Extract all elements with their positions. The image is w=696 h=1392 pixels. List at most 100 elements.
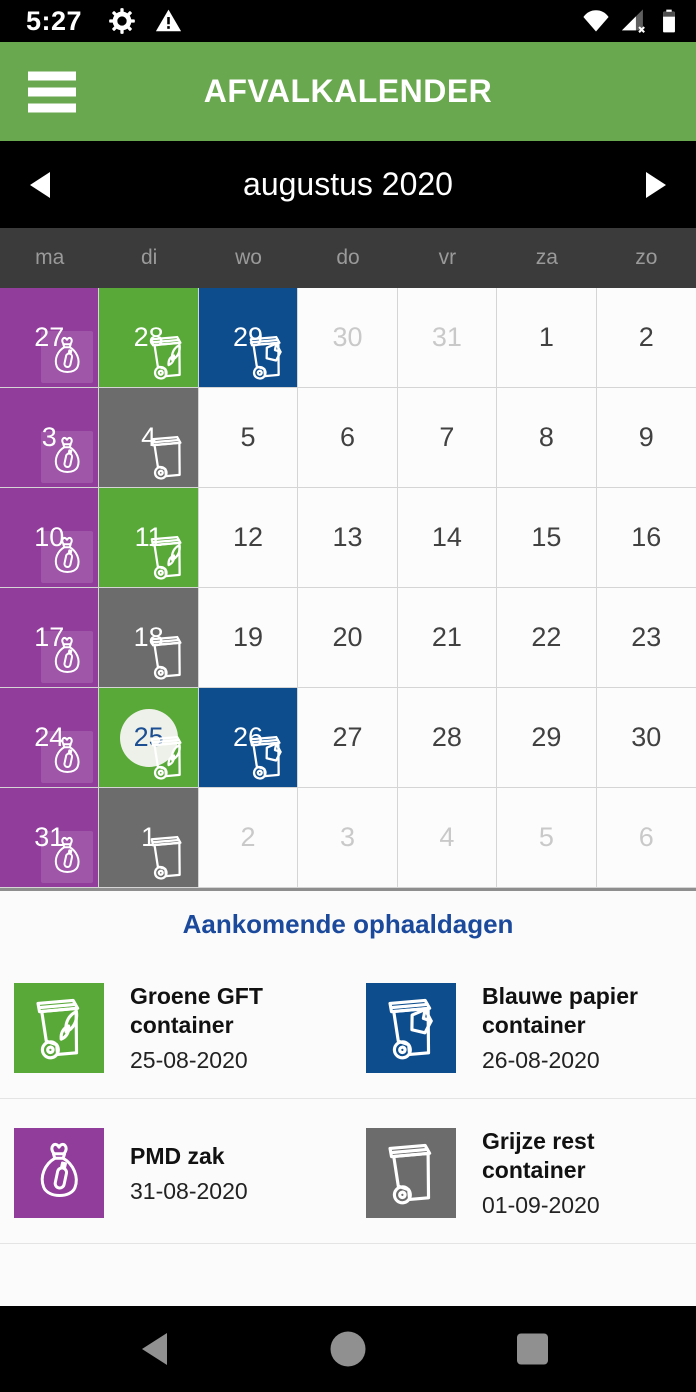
calendar-day-4[interactable]: 4 (397, 788, 498, 888)
calendar-day-20[interactable]: 20 (298, 588, 398, 688)
calendar-day-7[interactable]: 7 (397, 388, 498, 488)
day-number: 7 (439, 422, 455, 452)
day-number: 19 (233, 622, 264, 652)
divider (0, 1098, 696, 1099)
upcoming-item-date: 31-08-2020 (130, 1177, 248, 1204)
day-number: 31 (34, 822, 65, 852)
settings-icon (109, 8, 135, 34)
day-number: 25 (133, 722, 164, 752)
upcoming-item-date: 01-09-2020 (482, 1192, 600, 1218)
day-number: 31 (431, 322, 462, 352)
previous-month-arrow[interactable] (30, 171, 50, 198)
calendar-day-26[interactable]: 26 (198, 688, 299, 788)
weekday-za: za (535, 246, 558, 269)
calendar-day-21[interactable]: 21 (397, 588, 498, 688)
calendar-day-3[interactable]: 3 (0, 388, 100, 488)
calendar-day-22[interactable]: 22 (497, 588, 597, 688)
calendar-day-28[interactable]: 28 (397, 688, 498, 788)
upcoming-section: Aankomende ophaaldagen Groene GFT contai… (0, 891, 696, 1272)
day-number: 17 (34, 622, 65, 652)
calendar-day-15[interactable]: 15 (497, 488, 597, 588)
next-month-arrow[interactable] (646, 171, 666, 198)
calendar-day-9[interactable]: 9 (596, 388, 696, 488)
papier-container-icon (240, 731, 292, 783)
calendar-day-30[interactable]: 30 (298, 288, 398, 388)
calendar-day-25[interactable]: 25 (99, 688, 199, 788)
calendar-day-10[interactable]: 10 (0, 488, 100, 588)
upcoming-item-name: Blauwe papier container (482, 983, 638, 1038)
day-number: 12 (233, 522, 264, 552)
calendar-grid: 27 28 29 30 31 1 2 3 4 5 6 7 8 9 10 11 12 13 14 15 16 17 18 19 2… (0, 288, 696, 891)
upcoming-item-papier: Blauwe papier container 26-08-2020 (350, 982, 696, 1074)
calendar-day-11[interactable]: 11 (99, 488, 199, 588)
calendar-day-4[interactable]: 4 (99, 388, 199, 488)
upcoming-item-text: Groene GFT container 25-08-2020 (130, 982, 263, 1074)
calendar-day-13[interactable]: 13 (298, 488, 398, 588)
pmd-bag-icon (41, 531, 94, 583)
day-number: 4 (439, 822, 455, 852)
upcoming-item-text: Blauwe papier container 26-08-2020 (482, 982, 638, 1074)
calendar-day-12[interactable]: 12 (198, 488, 299, 588)
day-number: 30 (631, 722, 662, 752)
back-icon[interactable] (142, 1333, 167, 1365)
calendar-day-31[interactable]: 31 (0, 788, 100, 888)
calendar-day-31[interactable]: 31 (397, 288, 498, 388)
calendar-day-30[interactable]: 30 (596, 688, 696, 788)
rest-container-icon (141, 631, 193, 683)
calendar-day-6[interactable]: 6 (298, 388, 398, 488)
home-icon[interactable] (330, 1331, 366, 1367)
day-number: 11 (134, 522, 163, 552)
upcoming-item-name: PMD zak (130, 1142, 225, 1169)
upcoming-title: Aankomende ophaaldagen (182, 909, 514, 939)
day-number: 24 (34, 722, 65, 752)
day-number: 27 (332, 722, 363, 752)
gft-container-icon (141, 731, 193, 783)
hamburger-menu-icon[interactable] (28, 71, 76, 112)
upcoming-item-pmd: PMD zak 31-08-2020 (0, 1127, 350, 1219)
calendar-day-28[interactable]: 28 (99, 288, 199, 388)
weekday-header: ma di wo do vr za zo (0, 228, 696, 288)
calendar-day-3[interactable]: 3 (298, 788, 398, 888)
calendar-day-2[interactable]: 2 (198, 788, 299, 888)
rest-container-icon (375, 1137, 447, 1209)
calendar-day-8[interactable]: 8 (497, 388, 597, 488)
weekday-di: di (140, 246, 158, 269)
calendar-day-18[interactable]: 18 (99, 588, 199, 688)
upcoming-list: Groene GFT container 25-08-2020 Blauwe pap… (0, 982, 696, 1272)
calendar-day-23[interactable]: 23 (596, 588, 696, 688)
recents-icon[interactable] (517, 1333, 548, 1365)
day-number: 14 (431, 522, 462, 552)
day-number: 5 (538, 822, 554, 852)
month-label: augustus 2020 (243, 166, 453, 202)
calendar-day-29[interactable]: 29 (497, 688, 597, 788)
calendar-day-6[interactable]: 6 (596, 788, 696, 888)
calendar-day-5[interactable]: 5 (198, 388, 299, 488)
calendar-day-29[interactable]: 29 (198, 288, 299, 388)
calendar-day-16[interactable]: 16 (596, 488, 696, 588)
weekday-zo: zo (635, 246, 658, 269)
month-navigation: augustus 2020 (0, 141, 696, 228)
grey-rest-container-icon (366, 1128, 456, 1218)
day-number: 10 (34, 522, 65, 552)
day-number: 9 (638, 422, 654, 452)
calendar-day-19[interactable]: 19 (198, 588, 299, 688)
day-number: 29 (531, 722, 562, 752)
calendar-day-27[interactable]: 27 (298, 688, 398, 788)
status-time: 5:27 (26, 5, 83, 36)
calendar-day-27[interactable]: 27 (0, 288, 100, 388)
calendar-day-1[interactable]: 1 (497, 288, 597, 388)
calendar-day-17[interactable]: 17 (0, 588, 100, 688)
rest-container-icon (141, 431, 193, 483)
day-number: 3 (339, 822, 355, 852)
divider (0, 1243, 696, 1244)
cell-signal-no-data-icon (621, 9, 645, 33)
day-number: 23 (631, 622, 662, 652)
pmd-bag-icon (41, 831, 94, 883)
calendar-day-24[interactable]: 24 (0, 688, 100, 788)
calendar-day-1[interactable]: 1 (99, 788, 199, 888)
day-number: 28 (133, 322, 164, 352)
calendar-day-2[interactable]: 2 (596, 288, 696, 388)
calendar-day-14[interactable]: 14 (397, 488, 498, 588)
pmd-bag-icon (41, 631, 94, 683)
calendar-day-5[interactable]: 5 (497, 788, 597, 888)
